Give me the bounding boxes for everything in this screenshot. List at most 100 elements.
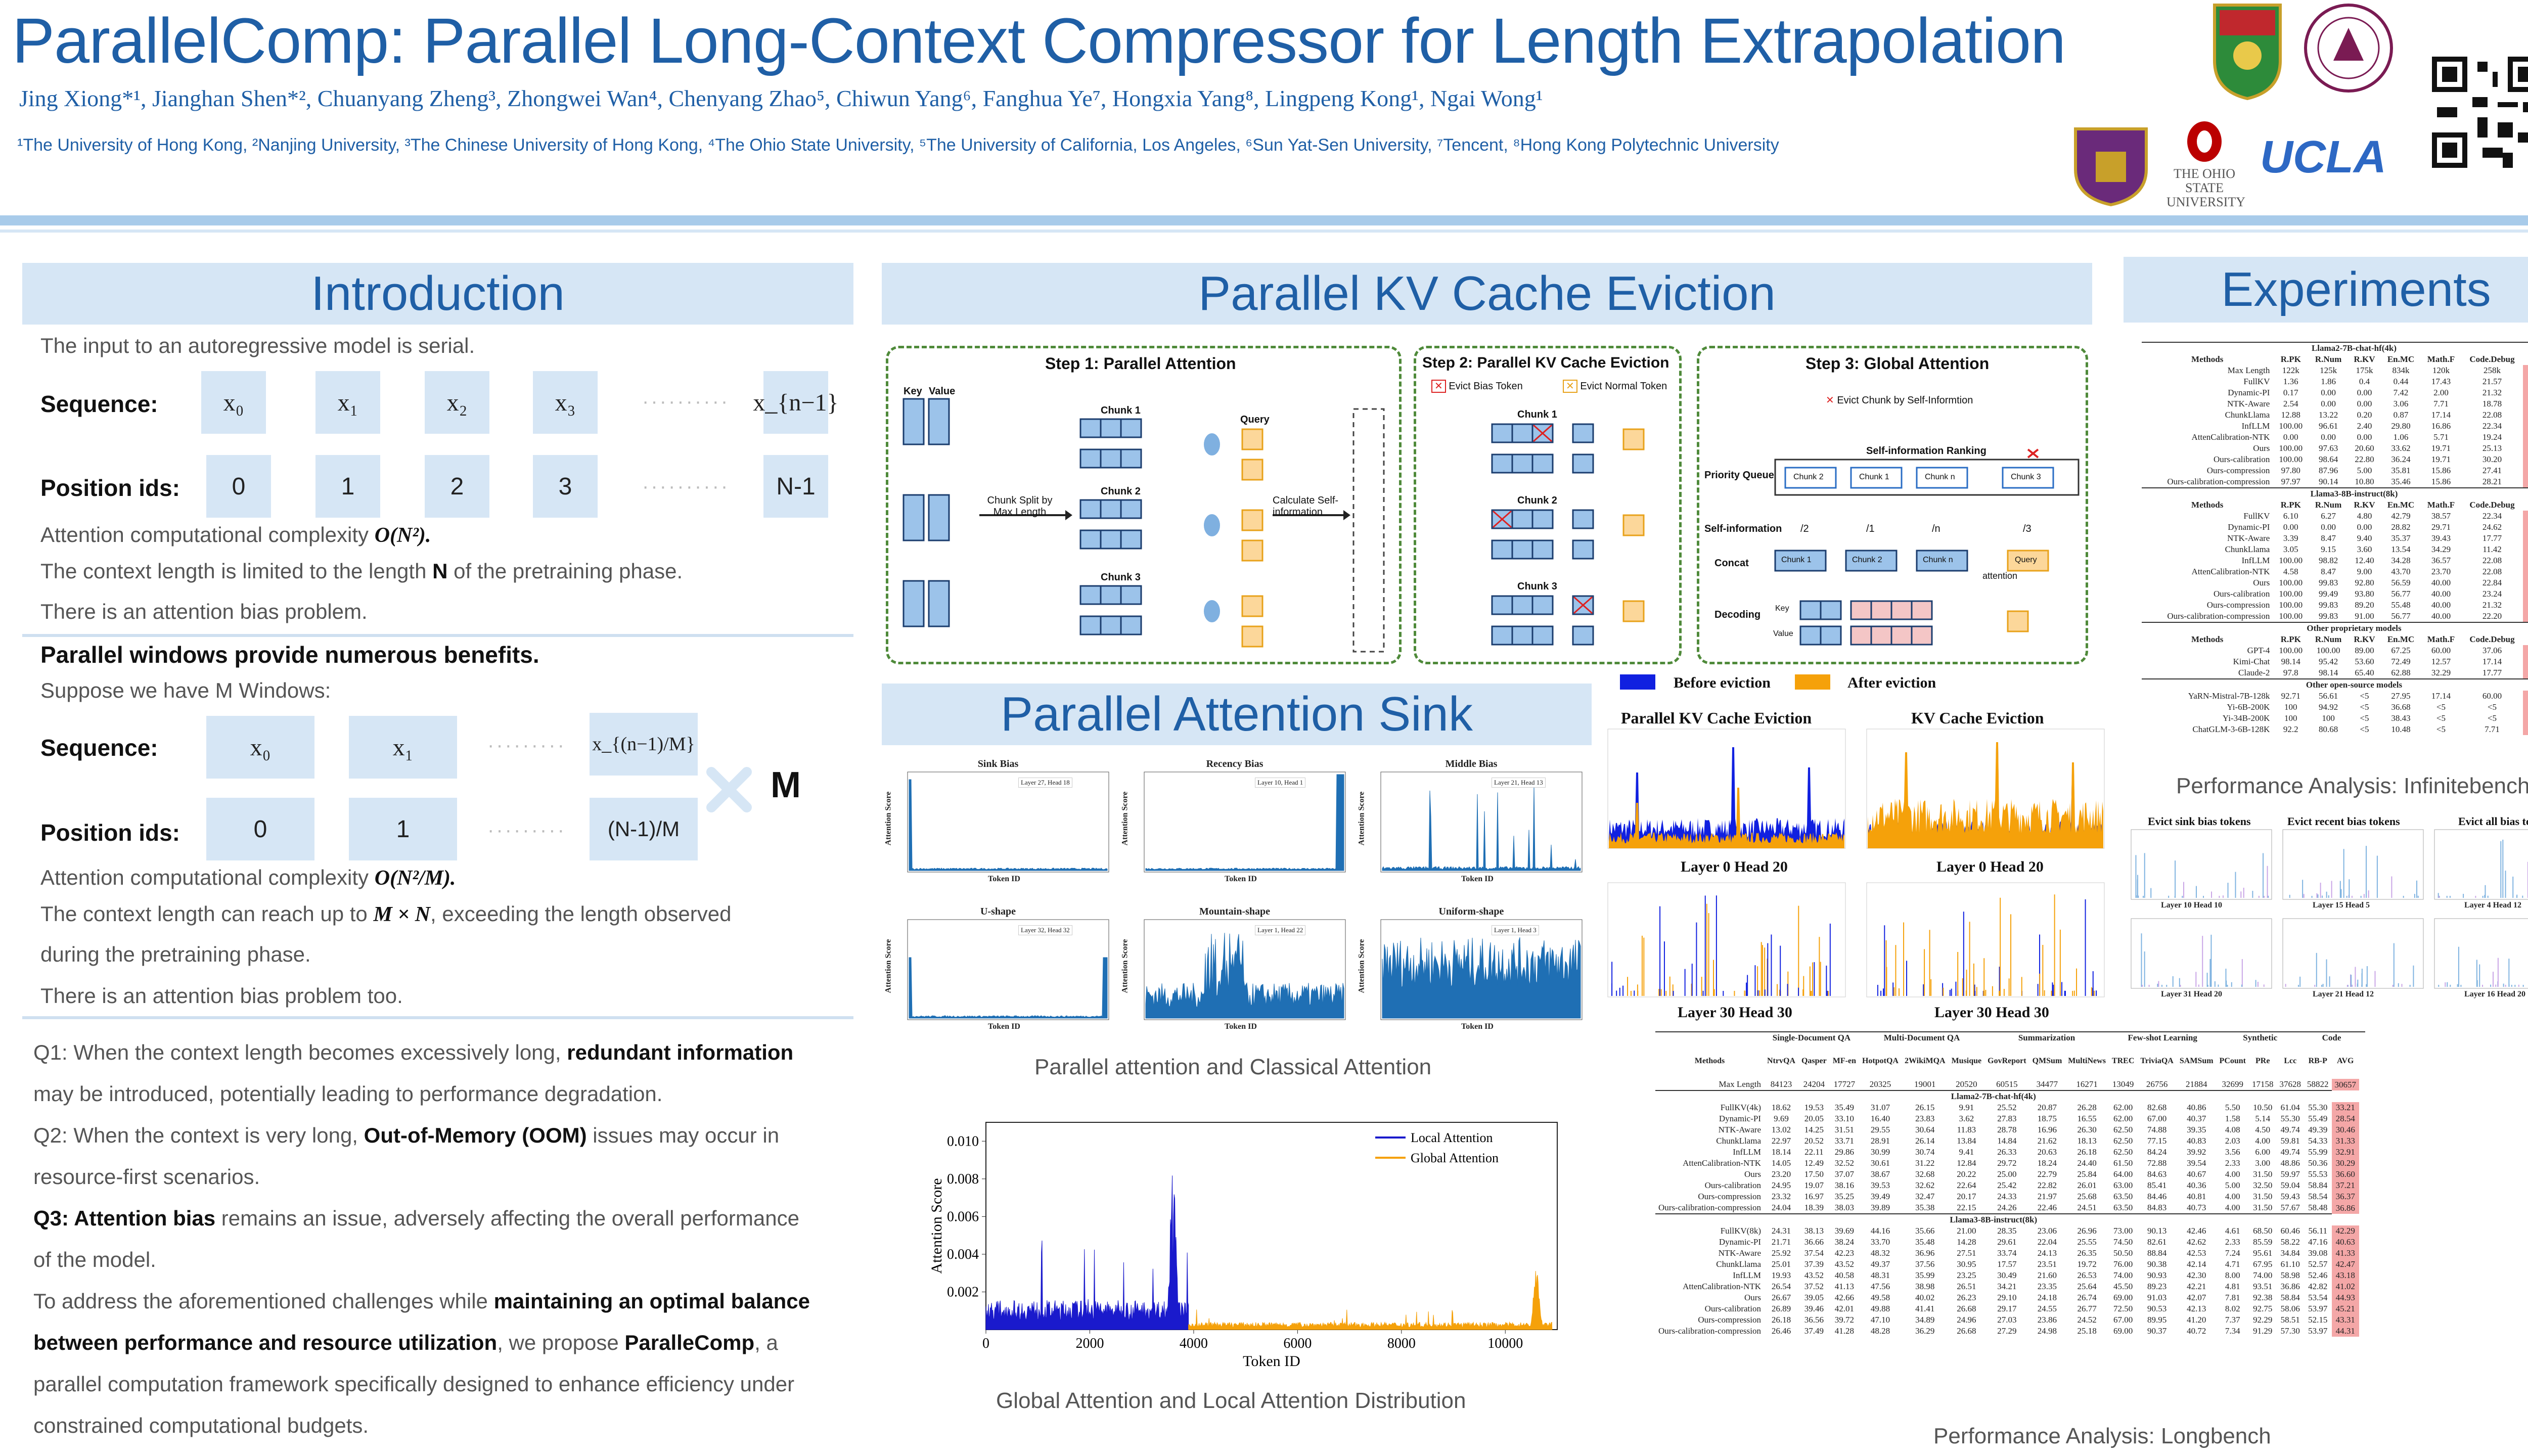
table-cell: 35.25 — [1834, 1192, 1854, 1201]
table-cell: 8.02 — [2225, 1304, 2240, 1313]
table-cell: Ours-compression — [2206, 466, 2270, 475]
table-cell: 17.14 — [2431, 691, 2451, 701]
table-cell: 3.60 — [2357, 544, 2372, 554]
evict-plot — [2434, 918, 2528, 989]
step1-calculate: Calculate Self-information — [1273, 495, 1339, 518]
table-cell: 42.46 — [2187, 1226, 2206, 1236]
table-cell: NTK-Aware — [1718, 1248, 1761, 1258]
table-cell: 34.29 — [2431, 544, 2451, 554]
pos-id-3: 3 — [533, 455, 598, 518]
step1-chunk1: Chunk 1 — [1101, 405, 1141, 416]
table-cell: NTK-Aware — [2227, 533, 2270, 543]
table-cell: 59.04 — [2280, 1180, 2300, 1190]
sink-panel-legend: Layer 32, Head 32 — [1018, 925, 1072, 935]
table-cell: 3.39 — [2283, 533, 2298, 543]
table-cell: 20.63 — [2037, 1147, 2057, 1157]
table-cell: 24.33 — [1997, 1192, 2017, 1201]
table-cell: 37.07 — [1834, 1169, 1854, 1179]
header-cell: Code.Debug — [2469, 354, 2515, 364]
table-cell: 26.46 — [1771, 1326, 1791, 1336]
experiments-heading: Experiments — [2124, 257, 2528, 323]
table-cell: 56.77 — [2391, 611, 2411, 621]
distribution-caption: Global Attention and Local Attention Dis… — [996, 1388, 1466, 1413]
table-cell: 13049 — [2112, 1079, 2134, 1089]
header-cell: R.PK — [2280, 500, 2301, 510]
table-cell: 17.57 — [1997, 1259, 2017, 1269]
table-cell: 76.00 — [2113, 1259, 2133, 1269]
step1-query: Query — [1240, 414, 1270, 425]
table-cell: 22.84 — [2482, 578, 2502, 587]
table-cell: 10.48 — [2391, 724, 2411, 734]
table-cell: 0.00 — [2357, 388, 2372, 397]
table-cell: 22.97 — [1771, 1136, 1791, 1146]
step1-title: Step 1: Parallel Attention — [1045, 354, 1236, 373]
step1-key-label: Key — [904, 386, 922, 397]
table-cell: 22.15 — [1957, 1203, 1976, 1212]
table-cell: 25.13 — [2482, 443, 2502, 453]
table-cell: AttenCalibration-NTK — [2191, 432, 2270, 442]
header-cell: Average — [2523, 634, 2528, 645]
table-cell: 3.56 — [2225, 1147, 2240, 1157]
sink-panel-title: Mountain-shape — [1199, 906, 1271, 917]
sink-panel-plot — [907, 919, 1109, 1020]
table-cell: 24.52 — [2077, 1315, 2097, 1325]
x-tick-label: 0 — [982, 1336, 989, 1351]
table-cell: 33.74 — [1997, 1248, 2017, 1258]
table-cell: 84.46 — [2147, 1192, 2167, 1201]
table-cell: InfLLM — [2241, 556, 2270, 565]
table-cell: Ours — [1744, 1169, 1761, 1179]
table-cell: 35.49 — [1834, 1103, 1854, 1112]
sink-panel-plot — [1380, 919, 1583, 1020]
sink-panel-ylabel: Attention Score — [884, 939, 893, 993]
table-cell: Yi-6B-200K — [2227, 702, 2270, 712]
table-cell: 31.50 — [2253, 1169, 2273, 1179]
table-cell: 40.00 — [2431, 578, 2451, 587]
table-cell: 37.06 — [2482, 646, 2502, 655]
table-cell: 38.57 — [2431, 511, 2451, 521]
step2-diagram — [1491, 423, 1645, 646]
table-cell: 23.32 — [1771, 1192, 1791, 1201]
table-cell: 40.67 — [2187, 1169, 2206, 1179]
group-header — [1655, 1031, 1764, 1043]
table-cell: 17158 — [2252, 1079, 2274, 1089]
evict-bias-legend: ✕ Evict Bias Token — [1431, 380, 1523, 393]
sink-panel-2: Middle Bias Layer 21, Head 13 Token ID Atte… — [1355, 758, 1588, 900]
table-cell: 63.00 — [2113, 1180, 2133, 1190]
legend-after-label: After eviction — [1847, 674, 1936, 691]
table-cell: 72.50 — [2113, 1304, 2133, 1313]
step3-query: Query — [2015, 556, 2037, 564]
table-cell: 58.51 — [2280, 1315, 2300, 1325]
table-cell: 58.84 — [2308, 1180, 2328, 1190]
multiply-icon — [704, 764, 754, 815]
table-cell: <5 — [2436, 702, 2446, 712]
q1-line: Q1: When the context length becomes exce… — [33, 1040, 794, 1064]
step3-chunk-b: Chunk 1 — [1859, 473, 1889, 481]
table-cell: 22.64 — [1957, 1180, 1976, 1190]
sink-panel-ylabel: Attention Score — [1357, 791, 1366, 846]
table-cell: 13.22 — [2318, 410, 2338, 420]
table-cell: 2.00 — [2433, 388, 2449, 397]
section-title-cell: Other proprietary models — [2142, 622, 2528, 634]
table-cell: 38.03 — [1834, 1203, 1854, 1212]
step3-i-d: /3 — [2023, 523, 2032, 534]
step3-value: Value — [1773, 629, 1793, 638]
table-section-title: Other open-source models — [2142, 678, 2528, 691]
affiliations: ¹The University of Hong Kong, ²Nanjing U… — [17, 135, 1779, 155]
table-cell: 21.57 — [2482, 377, 2502, 386]
table-cell: 61.10 — [2280, 1259, 2300, 1269]
header-cell: Methods — [1694, 1057, 1725, 1065]
table-cell: 56.61 — [2318, 691, 2338, 701]
sink-panel-plot — [1144, 919, 1346, 1020]
table-cell: 26.74 — [2077, 1293, 2097, 1302]
table-cell: 60515 — [1996, 1079, 2018, 1089]
table-cell: 74.00 — [2113, 1270, 2133, 1280]
step3-panel: Step 3: Global Attention ✕ Evict Chunk b… — [1697, 346, 2088, 664]
table-cell: 26756 — [2146, 1079, 2168, 1089]
table-cell: 28.82 — [2391, 522, 2411, 532]
table-cell: 30.99 — [1870, 1147, 1890, 1157]
table-cell: 100.00 — [2316, 646, 2340, 655]
table-row: Ours-calibration-compression 97.97 90.14 10… — [2142, 476, 2528, 488]
table-cell: 95.61 — [2253, 1248, 2273, 1258]
table-cell: 47.10 — [1870, 1315, 1890, 1325]
table-cell: 22.82 — [2037, 1180, 2057, 1190]
